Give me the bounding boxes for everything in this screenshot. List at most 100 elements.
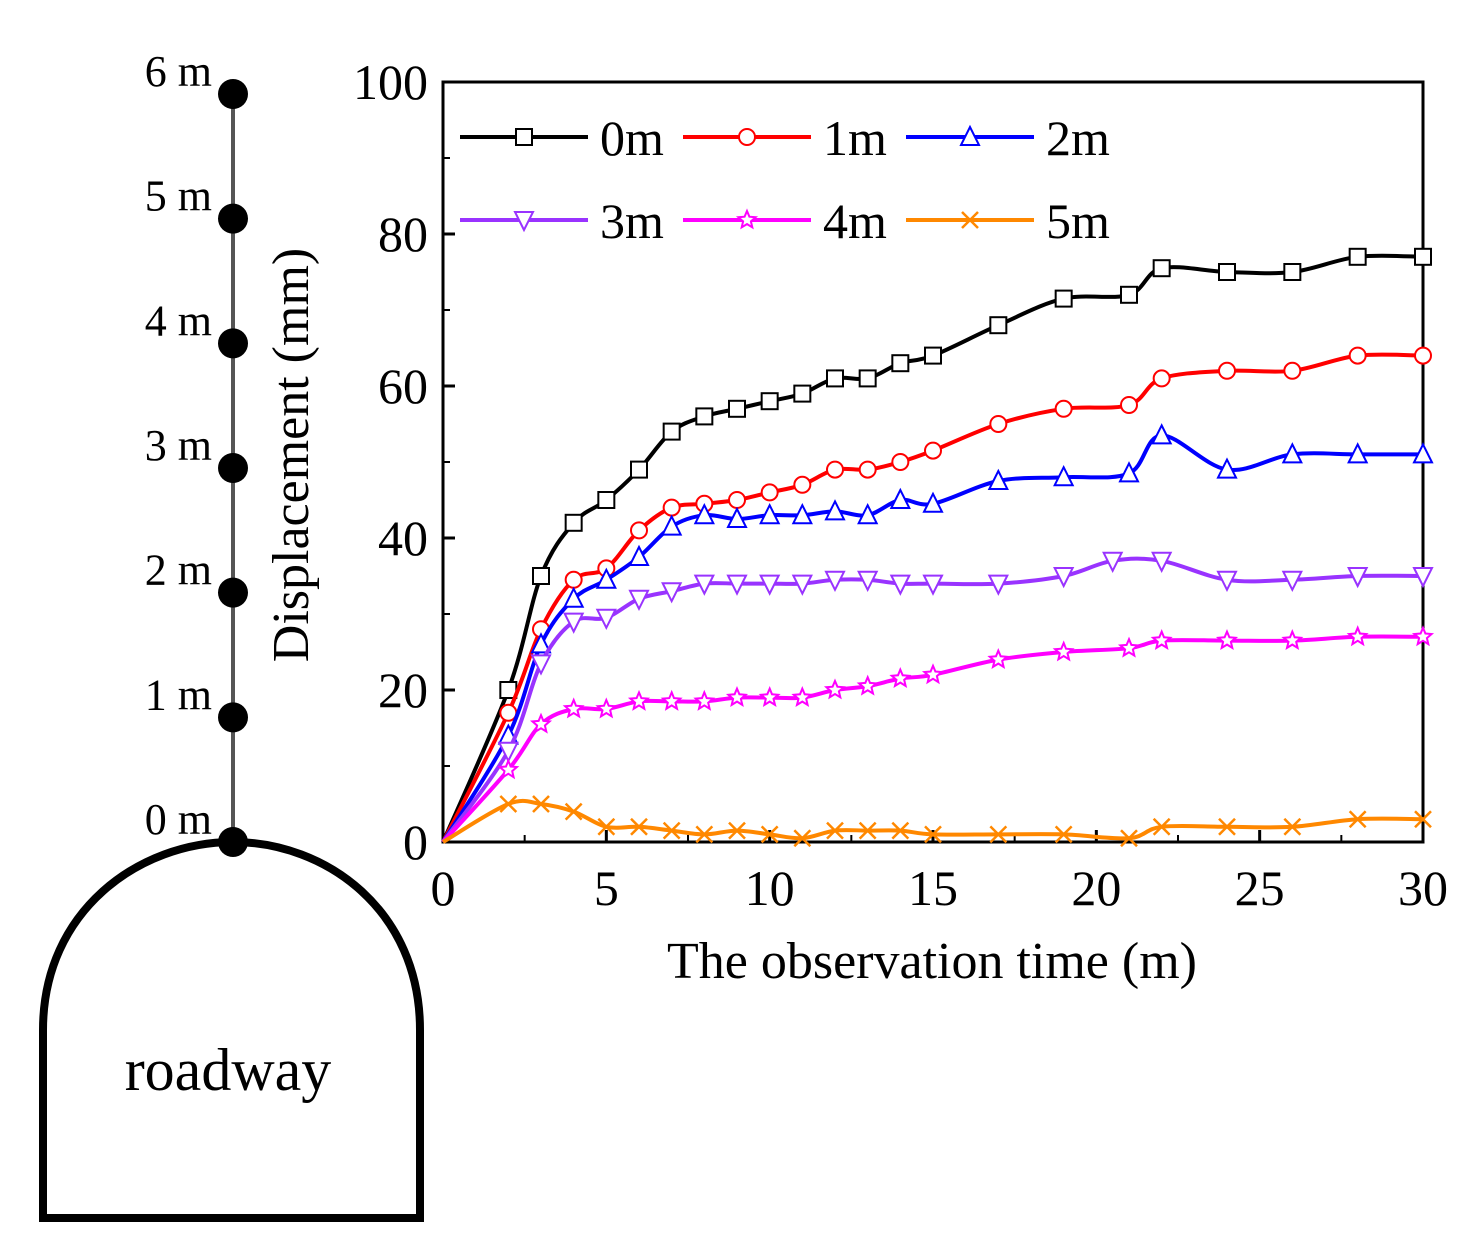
legend-item: 2m (906, 110, 1110, 166)
data-point (1414, 346, 1432, 365)
data-point (693, 502, 715, 525)
data-point (989, 316, 1008, 335)
data-point (1412, 442, 1434, 464)
data-point (858, 821, 877, 840)
x-tick-label: 30 (1398, 860, 1448, 916)
data-point (1218, 817, 1236, 836)
data-point (532, 567, 550, 585)
data-point (562, 697, 585, 719)
data-point (987, 574, 1009, 596)
data-point (1120, 396, 1138, 414)
y-tick-label: 20 (378, 662, 428, 718)
displacement-chart: 0 5 10 15 20 25 30 0 20 40 60 80 100 0m 1m 2m 3m 4m 5m Th… (263, 54, 1448, 990)
data-point (1152, 259, 1171, 278)
data-point (1215, 629, 1239, 651)
data-point (530, 632, 552, 654)
legend-item: 4m (683, 193, 887, 249)
data-point (989, 825, 1008, 844)
data-point (1411, 625, 1435, 647)
data-point (1218, 263, 1236, 281)
data-point (1347, 567, 1369, 589)
data-point (760, 392, 779, 411)
data-point (1347, 442, 1369, 464)
data-point (922, 491, 944, 513)
legend-marker (959, 124, 981, 146)
plot-frame (441, 80, 1425, 844)
data-point (1151, 551, 1173, 574)
legend-label: 0m (600, 110, 664, 166)
data-point (823, 678, 847, 700)
data-point (530, 654, 552, 676)
data-point (497, 741, 519, 764)
data-point (661, 582, 683, 604)
series-0m (441, 247, 1432, 843)
data-point (826, 369, 844, 388)
data-point (1346, 625, 1369, 647)
y-tick-label: 80 (378, 206, 428, 262)
depth-points: 6 m 5 m 4 m 3 m 2 m 1 m 0 m (145, 47, 248, 857)
depth-label: 4 m (145, 296, 212, 345)
series-5m (441, 795, 1432, 848)
data-point (1414, 247, 1432, 266)
legend-item: 0m (460, 110, 664, 166)
data-point (793, 475, 812, 494)
legend-label: 4m (823, 193, 887, 249)
data-point (987, 647, 1010, 670)
depth-label: 3 m (145, 421, 212, 470)
data-point (1150, 628, 1173, 651)
x-tick-label: 25 (1235, 860, 1285, 916)
data-point (1102, 551, 1124, 574)
data-point (921, 663, 945, 685)
data-point (662, 422, 681, 441)
data-point (1117, 636, 1141, 658)
data-point (1348, 346, 1367, 365)
borehole-schematic: 6 m 5 m 4 m 3 m 2 m 1 m 0 m roadway (39, 47, 424, 1222)
roadway-outline (39, 837, 424, 1222)
data-point (1152, 369, 1171, 388)
legend-marker (513, 211, 535, 233)
data-point (595, 697, 618, 719)
series-layer (441, 247, 1435, 848)
data-point (728, 491, 746, 509)
data-point (824, 570, 846, 593)
data-point (1053, 567, 1075, 589)
x-tick-label: 15 (908, 860, 958, 916)
data-point (564, 802, 583, 821)
depth-point (218, 79, 248, 109)
depth-point (218, 702, 248, 733)
y-tick-label: 40 (378, 510, 428, 566)
data-point (791, 574, 813, 596)
series-line (441, 253, 1424, 843)
y-tick-label: 100 (353, 54, 428, 110)
data-point (725, 686, 749, 708)
data-point (1054, 399, 1073, 418)
depth-point (218, 453, 248, 483)
data-point (1216, 457, 1238, 479)
data-point (857, 502, 879, 525)
data-point (1118, 461, 1140, 483)
data-point (597, 491, 616, 509)
data-point (856, 674, 879, 696)
data-point (1218, 361, 1236, 380)
roadway-label: roadway (125, 1037, 332, 1103)
legend-item: 3m (460, 193, 664, 249)
data-point (630, 460, 648, 479)
depth-label: 6 m (145, 47, 212, 96)
x-tick-label: 0 (431, 860, 456, 916)
data-point (1151, 423, 1173, 445)
data-point (660, 689, 683, 711)
legend-marker (738, 128, 756, 146)
legend-item: 5m (906, 193, 1110, 249)
data-point (1053, 464, 1075, 487)
data-point (1281, 442, 1303, 464)
legend-marker (961, 211, 979, 229)
data-point (889, 666, 912, 689)
data-point (628, 589, 650, 612)
data-point (858, 369, 877, 388)
data-point (1152, 817, 1171, 836)
depth-point (218, 203, 248, 234)
data-point (891, 821, 910, 840)
data-point (922, 574, 944, 596)
